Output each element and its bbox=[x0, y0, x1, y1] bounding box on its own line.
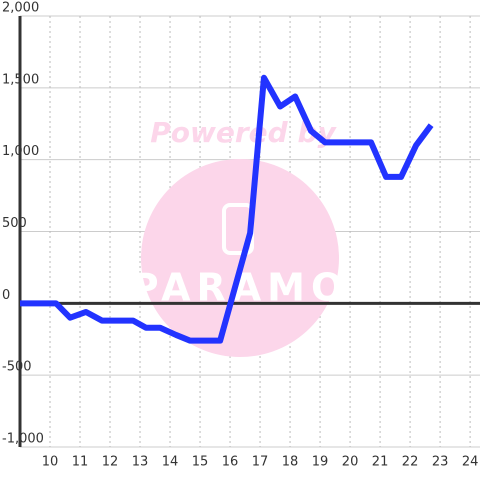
x-tick-label: 12 bbox=[102, 455, 119, 470]
x-tick-label: 13 bbox=[132, 455, 149, 470]
line bbox=[20, 74, 434, 344]
x-tick-label: 22 bbox=[402, 455, 419, 470]
x-tick-label: 19 bbox=[312, 455, 329, 470]
y-tick-label: -1,000 bbox=[2, 432, 44, 447]
x-tick-label: 20 bbox=[342, 455, 359, 470]
x-tick-label: 15 bbox=[192, 455, 209, 470]
x-tick-label: 24 bbox=[462, 455, 479, 470]
x-tick-label: 23 bbox=[432, 455, 449, 470]
watermark: Powered by PARAMO bbox=[131, 116, 343, 357]
y-tick-label: 2,000 bbox=[2, 1, 39, 16]
x-tick-label: 10 bbox=[42, 455, 59, 470]
y-tick-label: 500 bbox=[2, 216, 27, 231]
x-tick-label: 18 bbox=[282, 455, 299, 470]
x-tick-label: 16 bbox=[222, 455, 239, 470]
x-tick-label: 11 bbox=[72, 455, 89, 470]
x-tick-label: 14 bbox=[162, 455, 179, 470]
x-tick-label: 17 bbox=[252, 455, 269, 470]
y-tick-label: 0 bbox=[2, 288, 10, 303]
y-tick-label: -500 bbox=[2, 360, 32, 375]
watermark-circle bbox=[141, 159, 339, 357]
x-tick-label: 21 bbox=[372, 455, 389, 470]
